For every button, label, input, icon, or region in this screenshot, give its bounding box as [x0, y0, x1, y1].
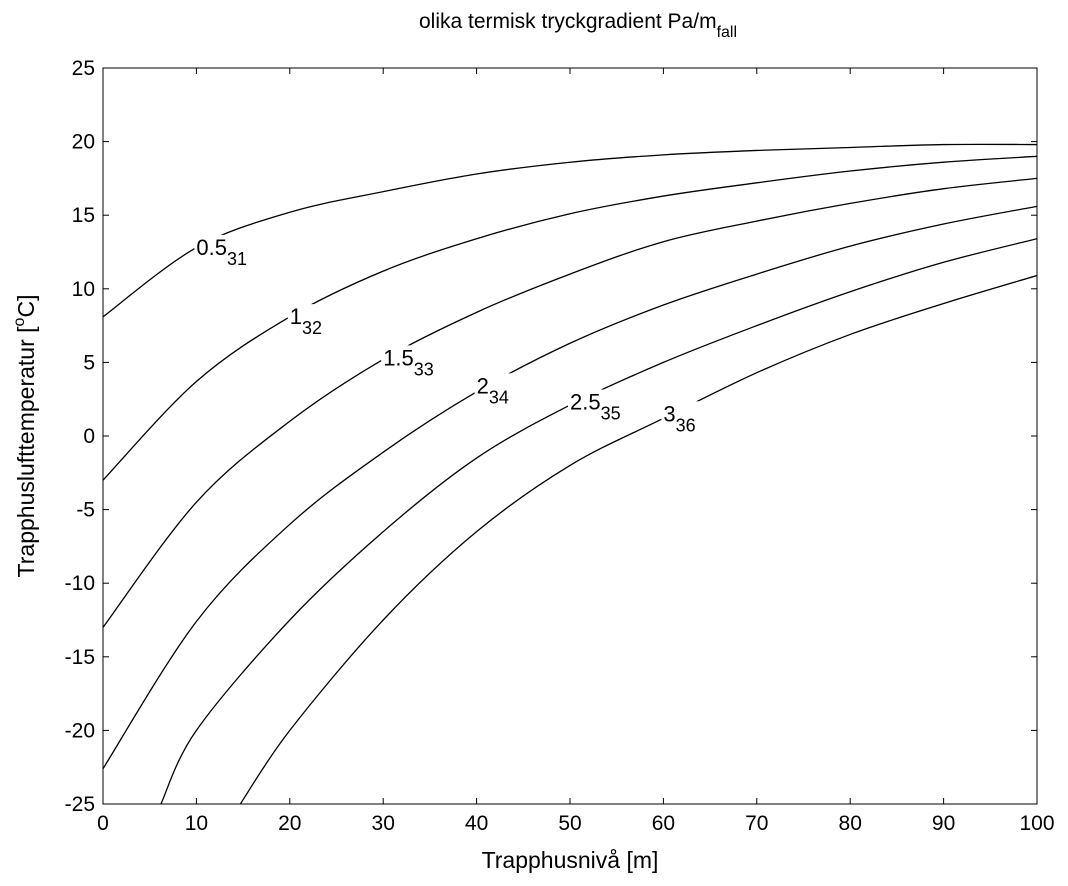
y-tick-label: -15 — [65, 646, 95, 669]
series-label-3: 1.533 — [383, 345, 434, 379]
y-tick-label: -10 — [65, 572, 95, 595]
series-label-bg — [568, 389, 630, 424]
series-label-value: 1.5 — [383, 345, 414, 370]
x-tick-label: 20 — [278, 812, 301, 835]
x-tick-label: 0 — [97, 812, 109, 835]
y-axis-label-superscript: o — [11, 317, 28, 326]
y-axis-label-tail: C] — [13, 295, 39, 318]
x-axis-label: Trapphusnivå [m] — [482, 847, 659, 873]
x-tick-label: 90 — [932, 812, 955, 835]
series-label-bg — [287, 304, 326, 339]
series-label-bg — [474, 373, 513, 408]
series-label-subscript: 36 — [676, 415, 696, 435]
series-label-6: 336 — [663, 401, 695, 435]
x-tick-label: 40 — [465, 812, 488, 835]
y-axis-ticks: -25 -20 -15 -10 -5 0 5 10 15 20 25 — [65, 57, 1037, 816]
series-line-6 — [239, 274, 1037, 804]
series-label-value: 2 — [477, 373, 489, 398]
y-tick-label: 5 — [83, 351, 95, 374]
series-label-5: 2.535 — [570, 390, 621, 424]
y-tick-label: -5 — [76, 499, 95, 522]
series-label-bg — [661, 401, 700, 436]
x-tick-label: 100 — [1019, 812, 1054, 835]
x-tick-label: 60 — [652, 812, 675, 835]
x-tick-label: 80 — [839, 812, 862, 835]
series-line-1 — [103, 143, 1037, 318]
series-label-value: 0.5 — [196, 235, 227, 260]
chart-title-subscript: fall — [717, 24, 737, 41]
series-label-subscript: 34 — [489, 387, 509, 407]
chart-title-text: olika termisk tryckgradient Pa/mfall — [419, 10, 737, 41]
y-tick-label: -25 — [65, 793, 95, 816]
y-tick-label: 25 — [72, 57, 95, 80]
series-line-4 — [103, 205, 1037, 770]
series-label-subscript: 31 — [227, 249, 247, 269]
y-tick-label: 20 — [72, 131, 95, 154]
series-label-4: 234 — [477, 373, 509, 407]
x-tick-label: 70 — [745, 812, 768, 835]
series-line-3 — [103, 177, 1037, 628]
y-tick-label: 10 — [72, 278, 95, 301]
series-curves — [103, 143, 1037, 804]
series-label-1: 0.531 — [196, 235, 247, 269]
x-axis-ticks: 0 10 20 30 40 50 60 70 80 90 100 — [97, 68, 1055, 835]
chart-title-main: olika termisk tryckgradient Pa/m — [419, 10, 717, 33]
y-tick-label: 15 — [72, 204, 95, 227]
series-line-5 — [160, 238, 1037, 804]
series-label-bg — [194, 234, 257, 269]
series-label-value: 1 — [290, 304, 302, 329]
x-tick-label: 10 — [185, 812, 208, 835]
series-label-value: 3 — [663, 401, 675, 426]
x-tick-label: 50 — [558, 812, 581, 835]
x-tick-label: 30 — [372, 812, 395, 835]
chart-title: olika termisk tryckgradient Pa/mfall — [419, 10, 737, 41]
series-line-2 — [103, 155, 1037, 481]
series-label-subscript: 32 — [302, 318, 322, 338]
y-tick-label: -20 — [65, 719, 95, 742]
series-label-2: 132 — [290, 304, 322, 338]
series-label-value: 2.5 — [570, 390, 601, 415]
y-tick-label: 0 — [83, 425, 95, 448]
plot-area-frame — [102, 67, 1038, 805]
series-label-bg — [381, 345, 444, 380]
y-axis-label: Trapphuslufttemperatur [oC] — [11, 295, 39, 578]
series-label-subscript: 35 — [601, 404, 621, 424]
y-axis-label-main: Trapphuslufttemperatur [ — [13, 326, 39, 578]
series-label-subscript: 33 — [414, 359, 434, 379]
